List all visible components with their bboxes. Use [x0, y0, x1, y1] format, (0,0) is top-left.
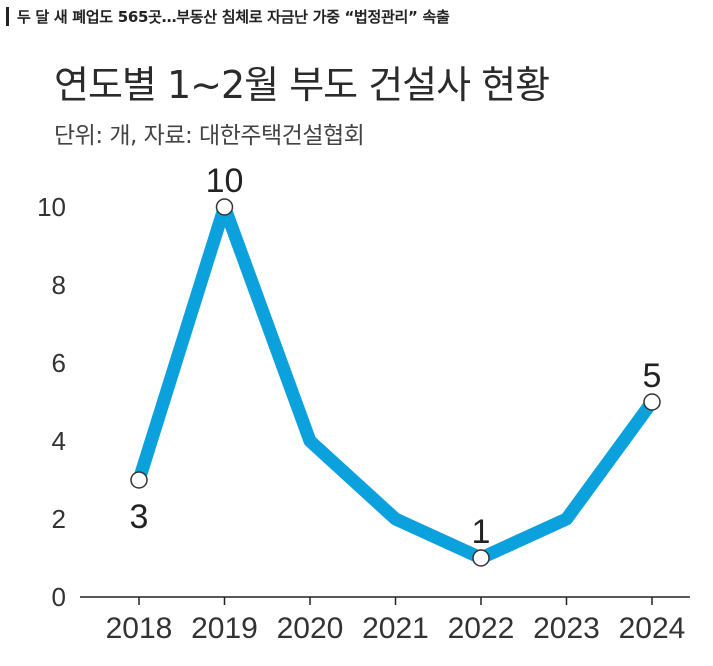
y-tick-label: 2 — [52, 504, 66, 534]
y-tick-label: 0 — [52, 582, 66, 612]
x-tick-label: 2019 — [191, 612, 258, 645]
data-value-label: 10 — [206, 162, 244, 200]
headline-text: 두 달 새 폐업도 565곳…부동산 침체로 자금난 가중 “법정관리” 속출 — [17, 7, 450, 26]
y-tick-label: 8 — [52, 270, 66, 300]
chart-subtitle: 단위: 개, 자료: 대한주택건설협회 — [54, 123, 365, 149]
data-point-marker — [472, 549, 490, 567]
y-tick-label: 10 — [37, 192, 66, 222]
data-markers — [130, 198, 661, 567]
y-tick-label: 6 — [52, 348, 66, 378]
data-labels: 3 10 1 5 — [130, 162, 662, 551]
series-line — [132, 200, 658, 565]
x-axis-ticks: 2018 2019 2020 2021 2022 2023 2024 — [106, 597, 686, 645]
data-value-label: 5 — [643, 357, 662, 395]
x-tick-label: 2018 — [106, 612, 173, 645]
data-value-label: 3 — [130, 498, 149, 536]
data-point-marker — [130, 471, 148, 489]
x-tick-label: 2023 — [533, 612, 600, 645]
x-tick-label: 2021 — [362, 612, 429, 645]
article-headline: 두 달 새 폐업도 565곳…부동산 침체로 자금난 가중 “법정관리” 속출 — [6, 4, 450, 28]
y-tick-label: 4 — [52, 426, 66, 456]
x-tick-label: 2024 — [619, 612, 686, 645]
data-point-marker — [643, 393, 661, 411]
x-tick-label: 2020 — [277, 612, 344, 645]
y-axis-ticks: 0 2 4 6 8 10 — [37, 192, 66, 612]
data-value-label: 1 — [472, 513, 491, 551]
data-point-marker — [215, 198, 234, 216]
headline-bar — [6, 6, 9, 26]
x-tick-label: 2022 — [448, 612, 515, 645]
chart-title: 연도별 1~2월 부도 건설사 현황 — [54, 63, 550, 107]
